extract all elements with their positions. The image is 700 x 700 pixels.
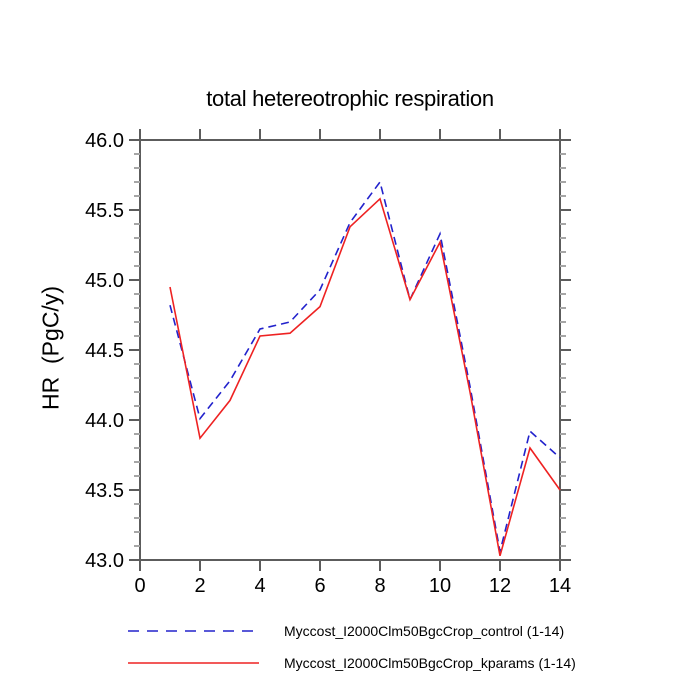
legend-label-kparams: Myccost_I2000Clm50BgcCrop_kparams (1-14) <box>284 655 576 671</box>
y-tick-label: 45.5 <box>85 200 124 222</box>
x-tick-label: 0 <box>134 575 145 597</box>
x-tick-label: 8 <box>374 575 385 597</box>
x-tick-label: 2 <box>194 575 205 597</box>
chart-title: total hetereotrophic respiration <box>206 86 494 111</box>
series-line-control <box>169 180 561 552</box>
legend-label-control: Myccost_I2000Clm50BgcCrop_control (1-14) <box>284 623 565 639</box>
y-tick-label: 45.0 <box>85 270 124 292</box>
x-tick-label: 12 <box>489 575 511 597</box>
y-tick-label: 46.0 <box>85 130 124 152</box>
y-tick-label: 44.5 <box>85 340 124 362</box>
legend-dashed-line-icon <box>128 630 259 632</box>
legend-item-control: Myccost_I2000Clm50BgcCrop_control (1-14) <box>127 621 564 641</box>
x-tick-label: 6 <box>314 575 325 597</box>
x-tick-label: 14 <box>549 575 571 597</box>
legend-solid-line-icon <box>128 662 259 664</box>
series-line-kparams <box>169 197 561 557</box>
y-tick-label: 43.5 <box>85 480 124 502</box>
plot-border <box>139 139 561 561</box>
x-tick-label: 4 <box>254 575 265 597</box>
y-tick-label: 44.0 <box>85 410 124 432</box>
y-tick-label: 43.0 <box>85 550 124 572</box>
legend-item-kparams: Myccost_I2000Clm50BgcCrop_kparams (1-14) <box>127 653 576 673</box>
x-tick-label: 10 <box>429 575 451 597</box>
